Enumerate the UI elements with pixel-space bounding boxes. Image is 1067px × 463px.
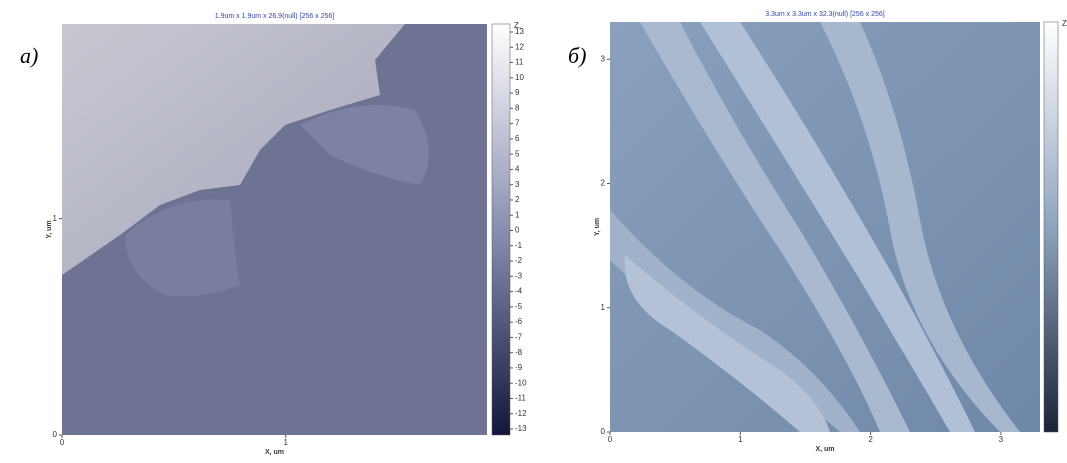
y-tick-label: 2: [601, 179, 606, 188]
colorbar-b: [1044, 22, 1058, 432]
colorbar-tick-label: 3: [515, 180, 520, 189]
y-tick-label: 0: [53, 430, 58, 439]
x-tick-label: 1: [283, 438, 288, 447]
colorbar-a: [492, 24, 510, 435]
panel-title: 3.3um x 3.3um x 32.3(null) [256 x 256]: [765, 11, 885, 18]
colorbar-tick-label: -8: [515, 348, 523, 357]
panel-label: б): [568, 43, 586, 68]
x-tick-label: 1: [738, 435, 743, 444]
colorbar-tick-label: 6: [515, 134, 520, 143]
colorbar-tick-label: 8: [515, 103, 520, 112]
x-tick-label: 3: [999, 435, 1004, 444]
colorbar-tick-label: -10: [515, 378, 527, 387]
colorbar-tick-label: -9: [515, 363, 523, 372]
colorbar-tick-label: 1: [515, 210, 520, 219]
colorbar-tick-label: -2: [515, 256, 523, 265]
y-tick-label: 0: [601, 427, 606, 436]
x-axis-label: X, um: [815, 446, 834, 453]
x-tick-label: 2: [868, 435, 873, 444]
colorbar-tick-label: 11: [515, 58, 524, 67]
colorbar-tick-label: 5: [515, 149, 520, 158]
colorbar-tick-label: 12: [515, 42, 524, 51]
colorbar-tick-label: 13: [515, 27, 524, 36]
y-tick-label: 1: [53, 214, 58, 223]
y-tick-label: 3: [601, 54, 606, 63]
y-tick-label: 1: [601, 303, 606, 312]
colorbar-tick-label: 7: [515, 119, 520, 128]
x-tick-label: 0: [60, 438, 65, 447]
colorbar-tick-label: -13: [515, 424, 527, 433]
colorbar-tick-label: -3: [515, 271, 523, 280]
colorbar-tick-label: -5: [515, 302, 523, 311]
x-tick-label: 0: [608, 435, 613, 444]
colorbar-unit: Z,: [1062, 19, 1067, 28]
colorbar-tick-label: -1: [515, 241, 523, 250]
colorbar-tick-label: -7: [515, 332, 523, 341]
figure: а) 1.9um x 1.9um x 26.9(null) [256 x 256]…: [0, 0, 1067, 458]
colorbar-tick-label: -11: [515, 394, 527, 403]
colorbar-tick-label: 0: [515, 226, 520, 235]
colorbar-tick-label: 4: [515, 165, 520, 174]
y-axis-label: Y, um: [46, 220, 53, 238]
colorbar-tick-label: -12: [515, 409, 527, 418]
colorbar-tick-label: 10: [515, 73, 524, 82]
colorbar-tick-label: 2: [515, 195, 520, 204]
colorbar-tick-label: -6: [515, 317, 523, 326]
colorbar-tick-label: 9: [515, 88, 520, 97]
colorbar-tick-label: -4: [515, 287, 523, 296]
afm-image-b: [610, 22, 1040, 432]
y-axis-label: Y, um: [594, 218, 601, 236]
panel-label: а): [20, 43, 38, 68]
panel-title: 1.9um x 1.9um x 26.9(null) [256 x 256]: [215, 13, 335, 20]
afm-image-a: [62, 24, 487, 435]
x-axis-label: X, um: [265, 449, 284, 456]
